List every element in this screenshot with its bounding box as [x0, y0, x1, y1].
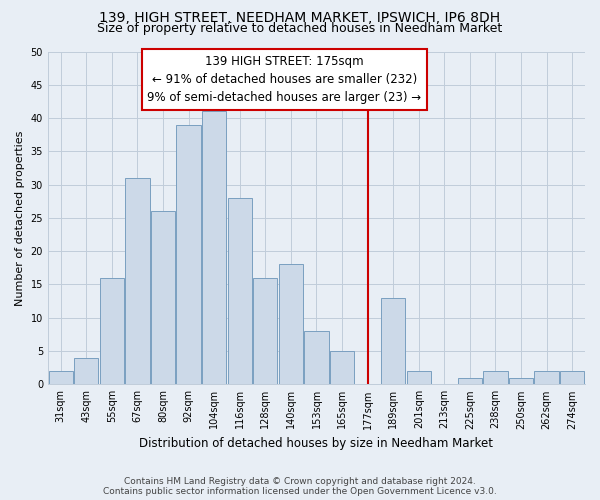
Bar — [560, 371, 584, 384]
X-axis label: Distribution of detached houses by size in Needham Market: Distribution of detached houses by size … — [139, 437, 493, 450]
Bar — [330, 351, 354, 384]
Bar — [100, 278, 124, 384]
Bar — [49, 371, 73, 384]
Bar — [74, 358, 98, 384]
Bar — [202, 112, 226, 384]
Text: 139 HIGH STREET: 175sqm
← 91% of detached houses are smaller (232)
9% of semi-de: 139 HIGH STREET: 175sqm ← 91% of detache… — [148, 55, 422, 104]
Y-axis label: Number of detached properties: Number of detached properties — [15, 130, 25, 306]
Bar — [253, 278, 277, 384]
Bar — [484, 371, 508, 384]
Bar — [458, 378, 482, 384]
Bar — [279, 264, 303, 384]
Bar — [407, 371, 431, 384]
Bar — [381, 298, 406, 384]
Bar — [227, 198, 252, 384]
Text: Contains HM Land Registry data © Crown copyright and database right 2024.
Contai: Contains HM Land Registry data © Crown c… — [103, 476, 497, 496]
Bar — [151, 211, 175, 384]
Bar — [304, 331, 329, 384]
Bar — [535, 371, 559, 384]
Text: 139, HIGH STREET, NEEDHAM MARKET, IPSWICH, IP6 8DH: 139, HIGH STREET, NEEDHAM MARKET, IPSWIC… — [100, 12, 500, 26]
Text: Size of property relative to detached houses in Needham Market: Size of property relative to detached ho… — [97, 22, 503, 35]
Bar — [176, 124, 201, 384]
Bar — [509, 378, 533, 384]
Bar — [125, 178, 149, 384]
